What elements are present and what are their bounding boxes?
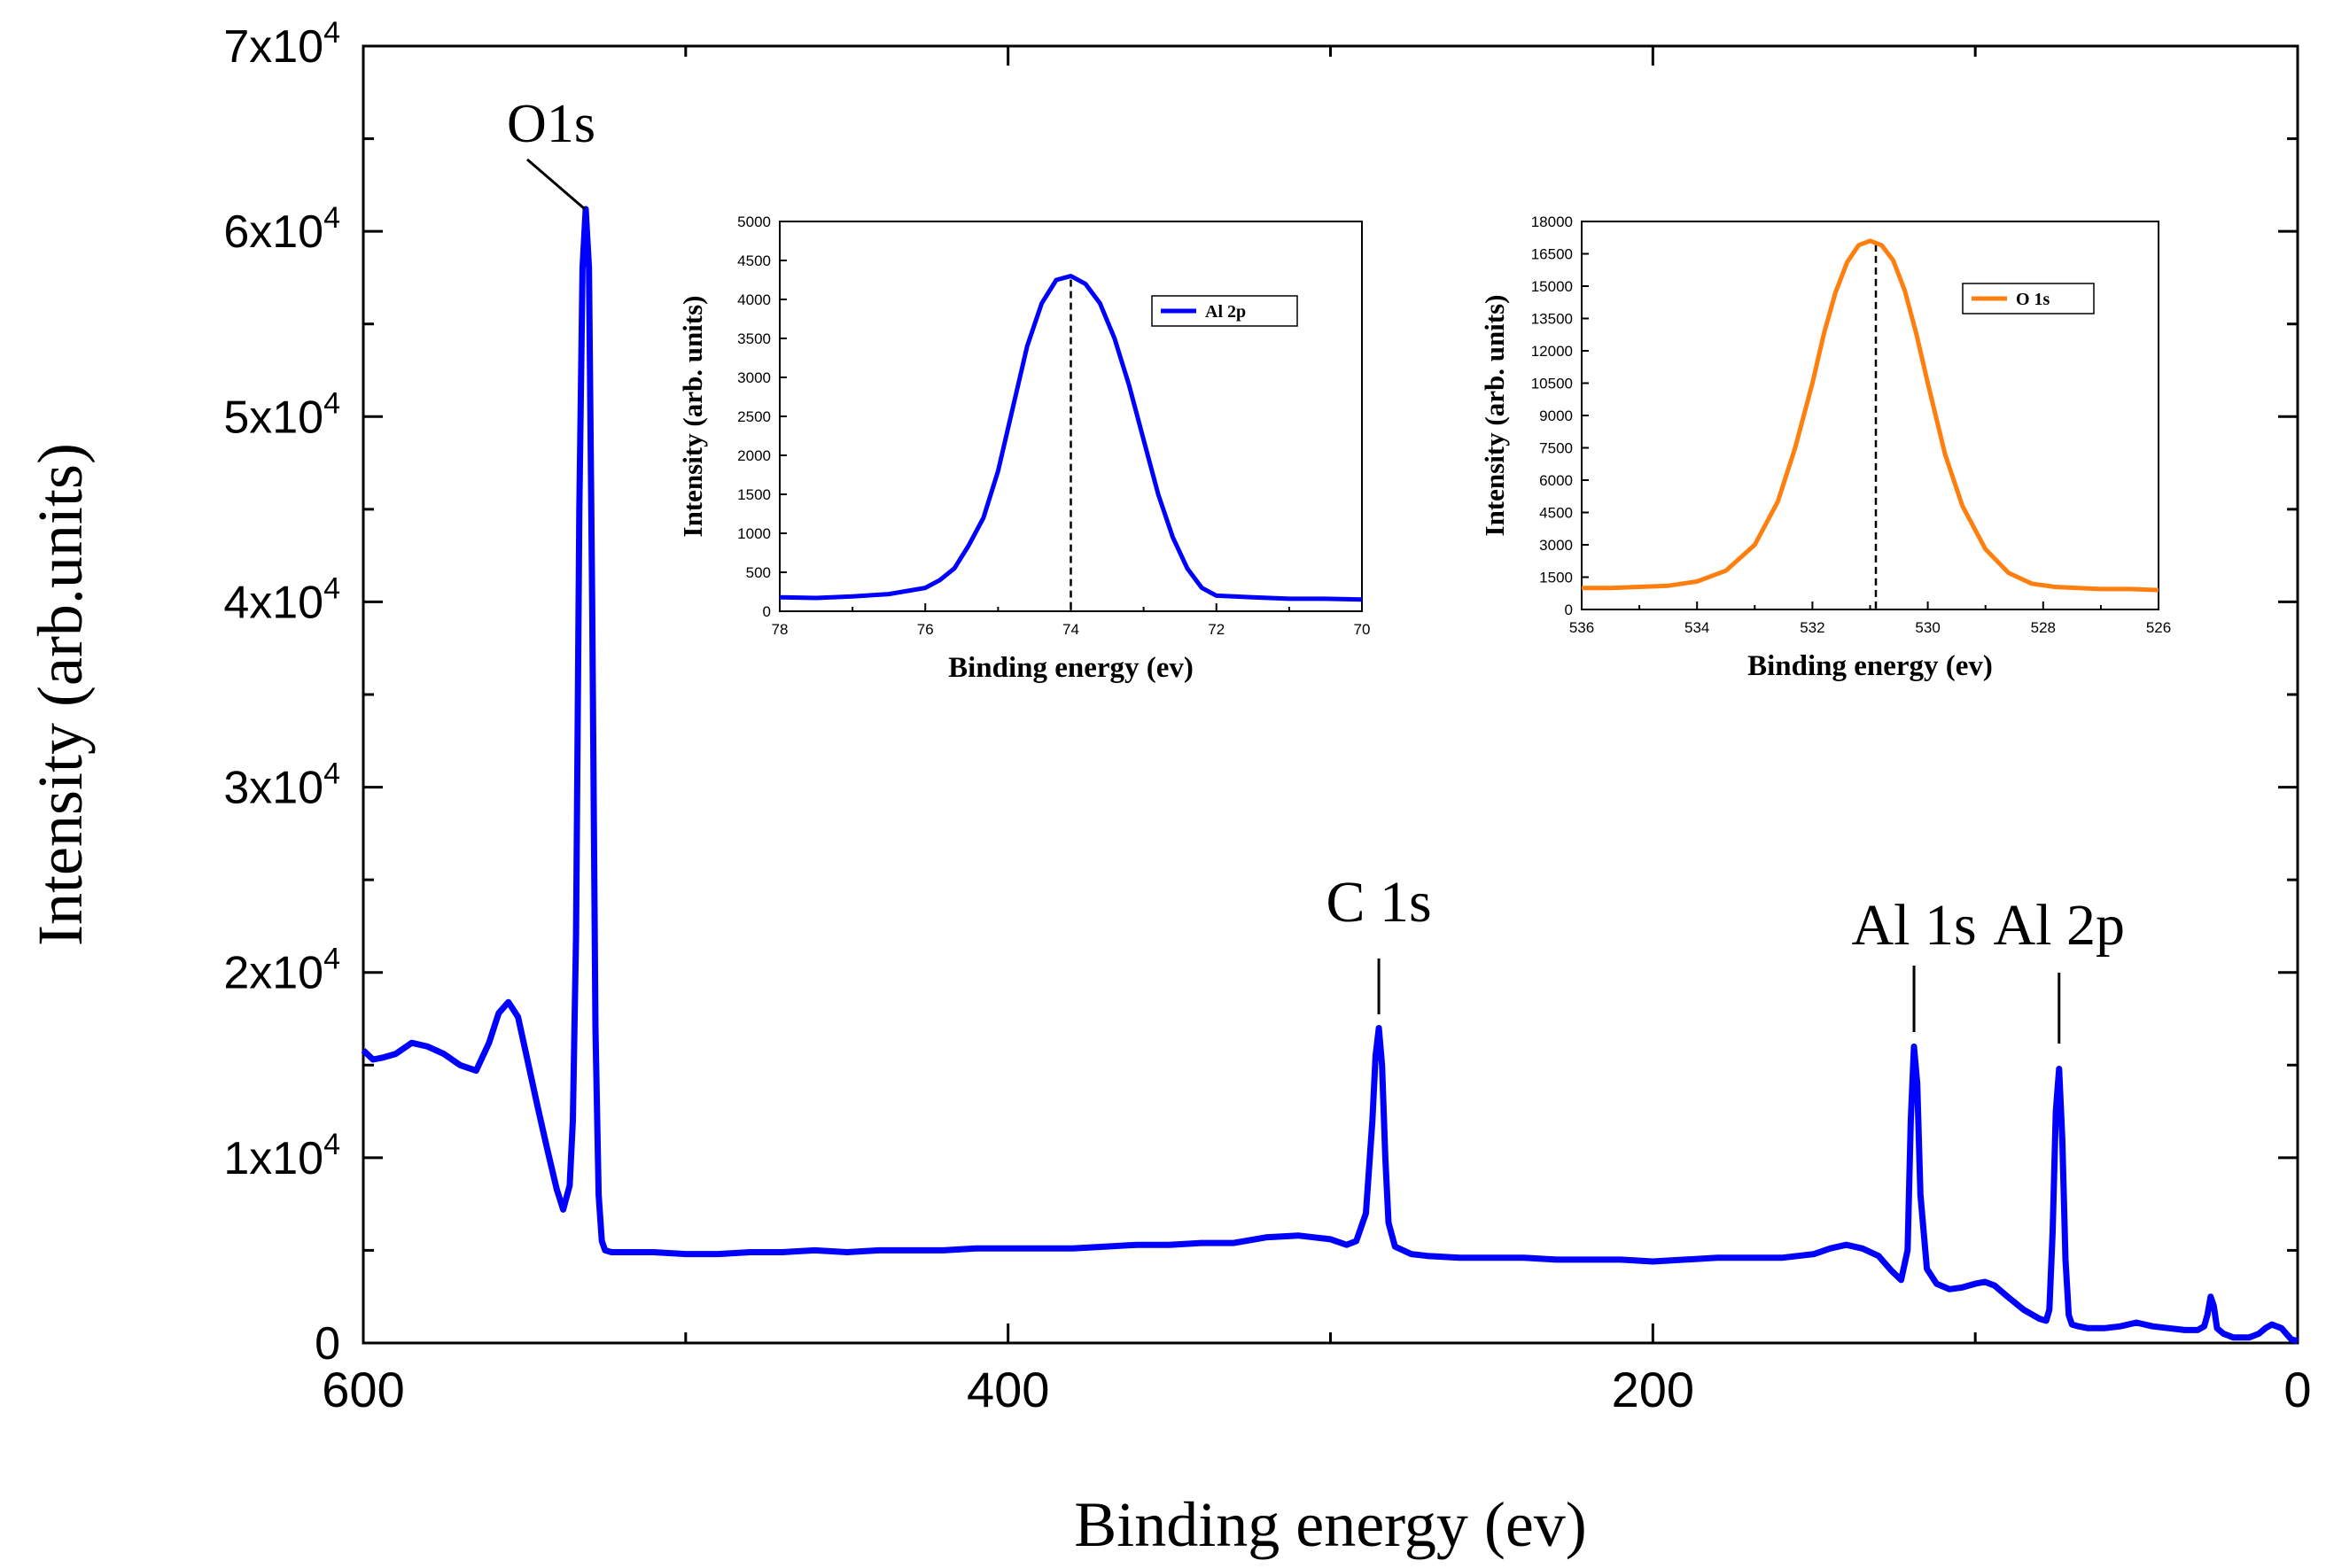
inset-legend-label: Al 2p [1205, 302, 1246, 322]
inset-frame [1581, 221, 2159, 610]
y-tick-label: 2x104 [223, 943, 340, 999]
inset-x-tick-label: 76 [917, 621, 934, 638]
inset-x-axis-label: Binding energy (ev) [948, 652, 1194, 684]
inset-y-tick-label: 0 [1565, 602, 1573, 618]
inset-y-tick-label: 4500 [1539, 505, 1573, 522]
inset-y-tick-label: 4000 [737, 291, 771, 308]
inset-y-tick-label: 5000 [737, 213, 771, 230]
annotation-c1s: C 1s [1326, 870, 1431, 935]
y-tick-label: 6x104 [223, 201, 340, 258]
annotation-al1s: Al 1s [1851, 893, 1976, 958]
inset-x-tick-label: 78 [772, 621, 789, 638]
inset-x-tick-label: 70 [1354, 621, 1371, 638]
y-tick-label: 1x104 [223, 1128, 340, 1184]
inset-spectrum-line [779, 274, 1363, 602]
y-tick-label: 7x104 [223, 16, 340, 73]
main-survey-chart: 600 400 200 001x1042x1043x1044x1045x1046x10… [25, 16, 2312, 1560]
inset-y-tick-label: 6000 [1539, 472, 1573, 489]
inset-y-tick-label: 4500 [737, 252, 771, 269]
inset-y-tick-label: 7500 [1539, 440, 1573, 457]
inset-y-tick-label: 10500 [1531, 376, 1573, 392]
x-tick-label: 400 [967, 1362, 1049, 1417]
x-tick-label: 600 [322, 1362, 404, 1417]
inset-y-tick-label: 1500 [737, 486, 771, 503]
y-tick-label: 3x104 [223, 757, 340, 814]
inset-spectrum-line [1582, 238, 2159, 593]
inset-x-tick-label: 532 [1800, 619, 1824, 636]
survey-spectrum-line [361, 206, 2299, 1345]
inset-y-tick-label: 2500 [737, 408, 771, 425]
inset-x-tick-label: 526 [2146, 619, 2171, 636]
inset-x-tick-label: 528 [2031, 619, 2056, 636]
inset-x-tick-label: 536 [1569, 619, 1594, 636]
inset-x-axis-label: Binding energy (ev) [1747, 650, 1993, 682]
y-axis-label: Intensity (arb.units) [25, 443, 96, 946]
inset-y-axis-label: Intensity (arb. units) [1479, 294, 1510, 536]
y-tick-label: 4x104 [223, 571, 340, 628]
inset-y-tick-label: 13500 [1531, 311, 1573, 328]
inset-y-tick-label: 3500 [737, 330, 771, 347]
inset-y-tick-label: 2000 [737, 447, 771, 464]
x-tick-label: 200 [1612, 1362, 1694, 1417]
y-tick-label: 5x104 [223, 386, 340, 443]
inset-x-tick-label: 530 [1915, 619, 1940, 636]
inset-y-tick-label: 1500 [1539, 570, 1573, 586]
inset-y-tick-label: 16500 [1531, 246, 1573, 263]
x-tick-label: 0 [2283, 1362, 2311, 1417]
inset-y-axis-label: Intensity (arb. units) [677, 295, 708, 537]
inset-x-tick-label: 72 [1208, 621, 1225, 638]
inset-legend-label: O 1s [2016, 290, 2050, 309]
inset-legend-box [1151, 295, 1298, 327]
inset-y-tick-label: 500 [746, 564, 771, 581]
inset-y-tick-label: 1000 [737, 525, 771, 542]
y-tick-label: 0 [315, 1318, 340, 1370]
inset-y-tick-label: 12000 [1531, 343, 1573, 360]
inset-y-tick-label: 9000 [1539, 408, 1573, 424]
inset-x-tick-label: 74 [1062, 621, 1079, 638]
inset-o1s-chart: 536 534 532 530 528 526 0 1500 3000 4500 6000 7500 9… [1479, 213, 2171, 682]
inset-x-tick-label: 534 [1684, 619, 1709, 636]
inset-y-tick-label: 0 [763, 603, 771, 620]
inset-y-tick-label: 3000 [737, 369, 771, 386]
x-axis-label: Binding energy (ev) [1074, 1489, 1587, 1560]
annotation-o1s: O1s [507, 94, 595, 154]
inset-y-tick-label: 15000 [1531, 278, 1573, 295]
inset-al2p-chart: 78 76 74 72 70 0 500 1000 1500 2000 2500 3000 3500 40… [677, 213, 1370, 684]
annotation-al2p: Al 2p [1994, 893, 2126, 958]
inset-y-tick-label: 18000 [1531, 213, 1573, 230]
annotation-o1s-leader [526, 158, 586, 211]
inset-y-tick-label: 3000 [1539, 537, 1573, 554]
